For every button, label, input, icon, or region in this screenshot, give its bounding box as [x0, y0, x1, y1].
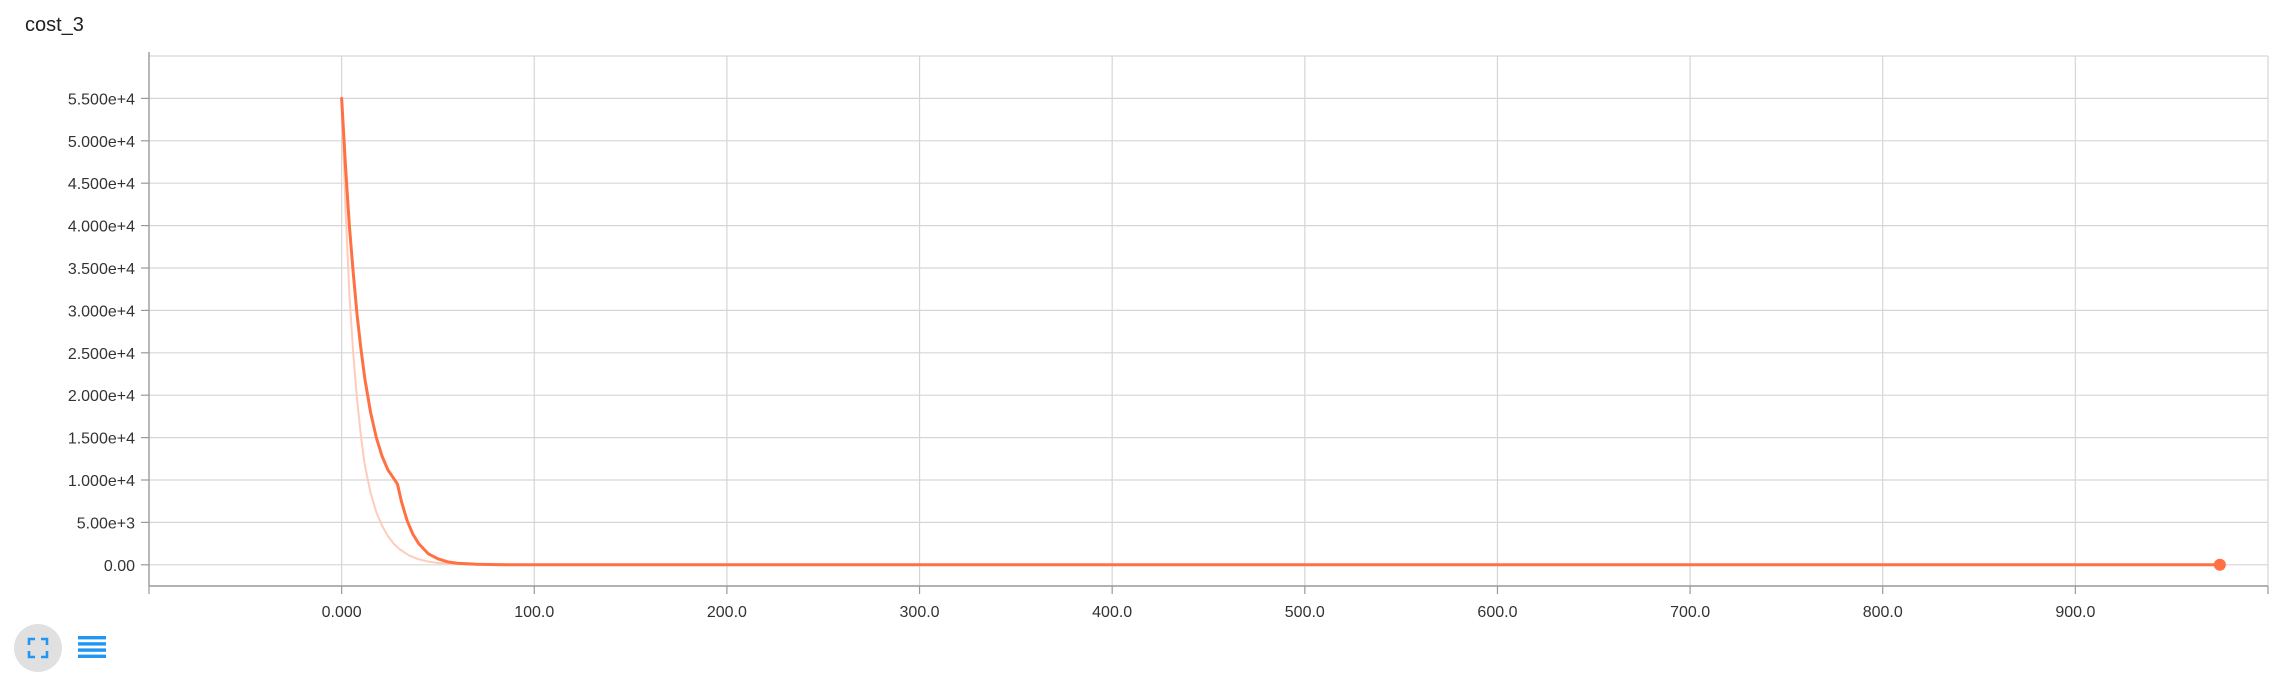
y-tick-label: 1.000e+4 [68, 473, 135, 490]
y-tick-label: 0.00 [104, 558, 135, 575]
y-tick-label: 5.500e+4 [68, 91, 135, 108]
x-tick-label: 0.000 [322, 604, 362, 621]
y-tick-label: 2.500e+4 [68, 346, 135, 363]
y-tick-label: 1.500e+4 [68, 431, 135, 448]
x-tick-label: 200.0 [707, 604, 747, 621]
series [340, 96, 2226, 571]
y-tick-label: 4.500e+4 [68, 176, 135, 193]
chart-title: cost_3 [25, 14, 84, 36]
x-tick-label: 400.0 [1092, 604, 1132, 621]
axes [141, 52, 2269, 594]
y-tick-label: 5.00e+3 [77, 515, 135, 532]
fit-domain-icon [26, 636, 50, 660]
fit-domain-button[interactable] [14, 624, 62, 672]
x-tick-label: 500.0 [1285, 604, 1325, 621]
x-tick-label: 600.0 [1477, 604, 1517, 621]
grid [149, 55, 2269, 586]
raw-series-line [340, 97, 574, 566]
chart-toolbar [14, 624, 122, 672]
y-tick-label: 2.000e+4 [68, 388, 135, 405]
smoothed-series-line [340, 96, 2222, 567]
x-tick-label: 700.0 [1670, 604, 1710, 621]
y-tick-label: 5.000e+4 [68, 134, 135, 151]
data-selection-icon [77, 635, 107, 661]
x-tick-label: 800.0 [1863, 604, 1903, 621]
x-tick-label: 900.0 [2055, 604, 2095, 621]
y-tick-label: 3.500e+4 [68, 261, 135, 278]
x-tick-label: 300.0 [900, 604, 940, 621]
y-tick-label: 4.000e+4 [68, 219, 135, 236]
data-selection-button[interactable] [68, 624, 116, 672]
y-tick-label: 3.000e+4 [68, 303, 135, 320]
x-tick-label: 100.0 [514, 604, 554, 621]
tick-labels: 0.00 5.00e+3 1.000e+4 1.500e+4 2.000e+4 2.500… [68, 91, 2096, 621]
last-point-marker [2213, 558, 2226, 571]
